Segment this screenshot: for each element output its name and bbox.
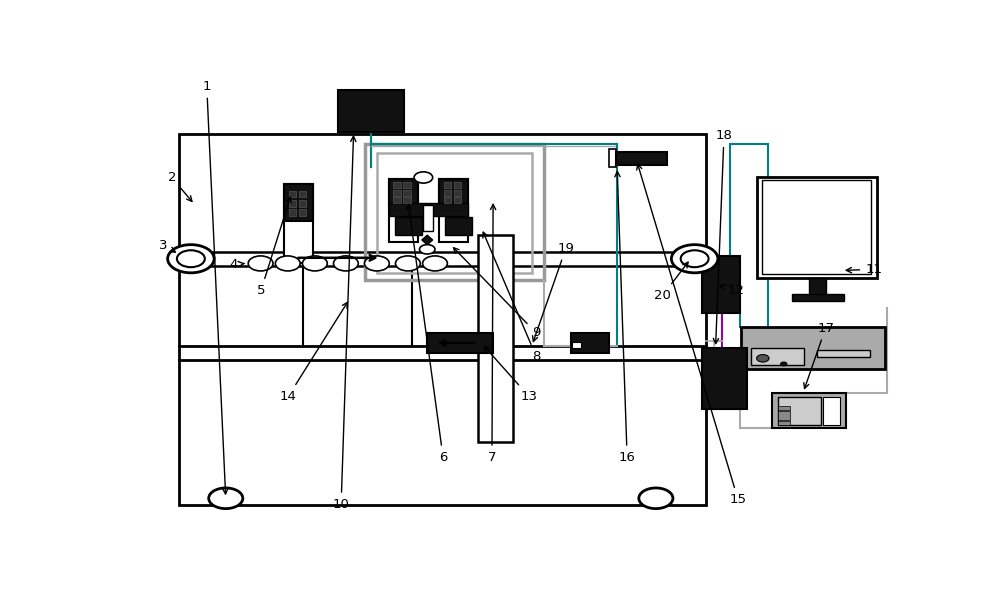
Circle shape: [757, 354, 769, 362]
Circle shape: [209, 488, 243, 509]
Bar: [454, 190, 461, 196]
Bar: [702, 256, 740, 313]
Text: 11: 11: [846, 263, 882, 276]
Bar: [817, 350, 870, 357]
Bar: [809, 278, 826, 296]
Circle shape: [302, 256, 327, 271]
Text: 12: 12: [720, 284, 745, 297]
Text: 20: 20: [654, 262, 688, 302]
Circle shape: [177, 250, 205, 267]
Bar: [478, 235, 512, 442]
Bar: [289, 200, 296, 207]
Bar: [439, 179, 468, 242]
Bar: [395, 217, 422, 235]
Bar: [572, 342, 581, 348]
Bar: [289, 191, 296, 197]
Bar: [757, 176, 877, 278]
Bar: [751, 348, 804, 365]
Bar: [778, 406, 790, 411]
Text: 1: 1: [202, 80, 228, 494]
Text: 10: 10: [333, 136, 356, 511]
Bar: [444, 182, 451, 188]
Bar: [299, 191, 306, 197]
Bar: [778, 397, 821, 425]
Bar: [377, 153, 532, 273]
Circle shape: [639, 488, 673, 509]
Bar: [423, 205, 433, 231]
Bar: [393, 197, 401, 203]
Circle shape: [414, 172, 433, 183]
Bar: [454, 197, 461, 203]
Bar: [289, 209, 296, 216]
Bar: [403, 197, 411, 203]
Bar: [403, 182, 411, 188]
Bar: [393, 182, 401, 188]
Bar: [772, 393, 846, 428]
Bar: [778, 411, 790, 420]
Polygon shape: [422, 235, 433, 245]
Text: 5: 5: [257, 197, 291, 297]
Text: 4: 4: [230, 258, 244, 271]
Bar: [778, 421, 790, 425]
Bar: [439, 179, 468, 207]
Bar: [284, 184, 313, 221]
Circle shape: [671, 245, 718, 273]
Text: 9: 9: [454, 248, 540, 339]
Bar: [393, 190, 401, 196]
Bar: [403, 190, 411, 196]
Text: 15: 15: [637, 164, 746, 506]
Bar: [179, 134, 706, 505]
Text: 3: 3: [159, 239, 175, 253]
Bar: [571, 333, 609, 353]
Text: 8: 8: [483, 232, 540, 363]
Bar: [444, 190, 451, 196]
Text: 16: 16: [615, 171, 636, 464]
Text: 14: 14: [280, 303, 347, 403]
Circle shape: [364, 256, 389, 271]
Bar: [822, 397, 840, 425]
Text: 18: 18: [713, 129, 732, 343]
Bar: [444, 197, 451, 203]
Bar: [445, 217, 472, 235]
Bar: [388, 203, 468, 217]
Bar: [792, 294, 844, 301]
Circle shape: [248, 256, 273, 271]
Text: 6: 6: [407, 204, 447, 464]
Bar: [702, 348, 747, 409]
Circle shape: [275, 256, 300, 271]
Bar: [454, 182, 461, 188]
Bar: [365, 144, 544, 280]
Text: 19: 19: [533, 242, 574, 342]
Text: 2: 2: [168, 171, 192, 201]
Circle shape: [395, 256, 420, 271]
Circle shape: [420, 245, 435, 254]
Circle shape: [681, 250, 709, 267]
Bar: [427, 333, 493, 353]
Bar: [338, 90, 404, 132]
Circle shape: [168, 245, 214, 273]
Bar: [388, 179, 418, 207]
Circle shape: [333, 256, 358, 271]
Bar: [609, 149, 616, 167]
Bar: [762, 181, 871, 274]
Text: 13: 13: [484, 346, 537, 403]
Bar: [388, 179, 418, 242]
Bar: [299, 200, 306, 207]
Bar: [741, 327, 885, 369]
Text: 17: 17: [804, 321, 834, 389]
Circle shape: [781, 362, 787, 366]
Text: 7: 7: [488, 204, 496, 464]
Bar: [616, 152, 667, 165]
Bar: [299, 209, 306, 216]
Bar: [284, 184, 313, 264]
Circle shape: [423, 256, 447, 271]
